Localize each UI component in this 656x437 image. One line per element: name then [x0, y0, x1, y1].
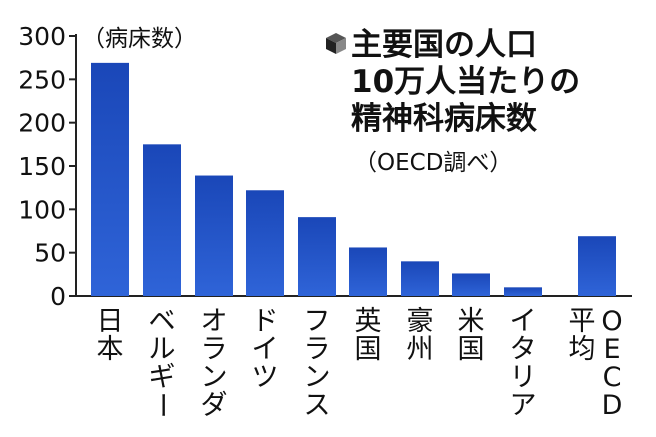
category-char: ン — [201, 362, 228, 393]
y-axis-unit-label: （病床数） — [82, 26, 197, 52]
chart-title-line-1: 主要国の人口 — [351, 27, 537, 63]
category-char: 国 — [458, 334, 485, 365]
y-tick-label: 0 — [50, 282, 66, 311]
category-label-4: ドイツ — [252, 306, 279, 393]
category-char: 国 — [355, 334, 382, 365]
category-char: D — [602, 390, 623, 421]
y-tick-label: 300 — [18, 22, 66, 51]
bar-5 — [298, 217, 336, 296]
y-tick-label: 150 — [18, 152, 66, 181]
bar-1 — [91, 62, 129, 296]
category-char: ン — [304, 362, 331, 393]
category-char: 平 — [569, 306, 596, 337]
category-char: 英 — [355, 306, 382, 337]
category-char: ド — [252, 306, 279, 337]
category-char: ラ — [201, 334, 228, 365]
bar-7 — [401, 261, 439, 296]
category-char: ル — [149, 334, 176, 365]
category-label-8: 米国 — [458, 306, 485, 365]
y-axis-ticks: 0 50 100 150 200 250 300 — [18, 22, 76, 311]
category-char: ツ — [252, 362, 279, 393]
category-char: ギ — [149, 362, 176, 393]
category-char: ー — [146, 392, 177, 419]
bar-4 — [246, 190, 284, 296]
y-tick-label: 50 — [34, 239, 66, 268]
y-tick-label: 250 — [18, 65, 66, 94]
bars — [91, 62, 616, 296]
category-char: イ — [252, 334, 279, 365]
y-tick-label: 200 — [18, 109, 66, 138]
category-char: E — [603, 334, 620, 365]
category-label-1: 日本 — [97, 306, 124, 365]
category-char: 州 — [407, 334, 434, 365]
category-char: ベ — [149, 306, 176, 337]
chart-source: （OECD調べ） — [354, 150, 512, 176]
category-char: ス — [304, 390, 331, 421]
category-char: 米 — [458, 306, 485, 337]
category-char: フ — [304, 306, 331, 337]
category-char: 均 — [569, 334, 596, 365]
category-char: イ — [510, 306, 537, 337]
category-char: O — [601, 306, 622, 337]
category-char: オ — [201, 306, 228, 337]
bar-9 — [504, 287, 542, 296]
category-label-6: 英国 — [355, 306, 382, 365]
chart-title-block: 主要国の人口 10万人当たりの 精神科病床数 （OECD調べ） — [326, 27, 580, 176]
category-char: ラ — [304, 334, 331, 365]
chart-title-line-2: 10万人当たりの — [351, 64, 580, 100]
category-char: リ — [510, 362, 537, 393]
category-label-7: 豪州 — [407, 306, 434, 365]
bar-6 — [349, 247, 387, 296]
category-char: ア — [510, 390, 537, 421]
category-char: 本 — [97, 334, 124, 365]
bar-10 — [578, 236, 616, 296]
bar-3 — [195, 175, 233, 296]
chart-title-line-3: 精神科病床数 — [351, 101, 537, 137]
category-char: ダ — [201, 390, 228, 421]
category-char: C — [603, 362, 622, 393]
category-char: 日 — [97, 306, 124, 337]
category-char: 豪 — [407, 306, 434, 337]
cube-icon — [326, 33, 346, 54]
category-char: タ — [510, 334, 537, 365]
y-tick-label: 100 — [18, 195, 66, 224]
bar-8 — [452, 273, 490, 296]
bar-2 — [143, 144, 181, 296]
